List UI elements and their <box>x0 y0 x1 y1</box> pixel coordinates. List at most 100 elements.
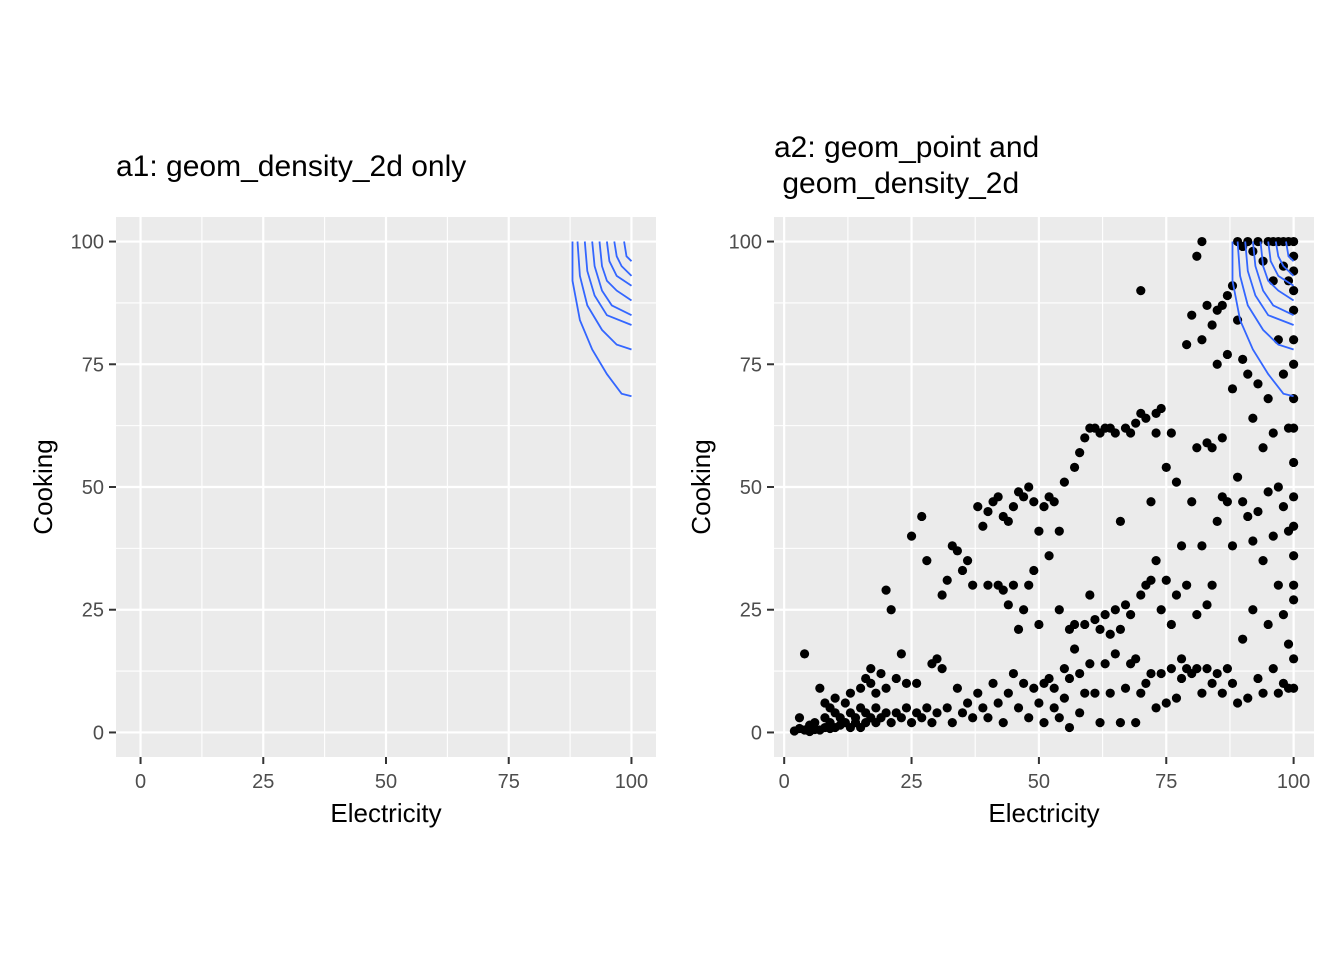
data-point <box>1258 556 1268 566</box>
density-contours <box>571 241 633 398</box>
data-point <box>968 580 978 590</box>
panel-a1: 0 25 50 75 100 0 25 50 75 100 Electricity Cooking a1… <box>28 150 656 828</box>
data-point <box>1090 614 1100 625</box>
data-point <box>1248 605 1258 615</box>
density-contour-line <box>1244 241 1294 326</box>
data-point <box>1268 276 1278 286</box>
data-point <box>845 688 856 698</box>
data-point <box>1268 428 1278 438</box>
data-point <box>978 521 988 531</box>
panel-a2: 0 25 50 75 100 0 25 50 75 100 Electricity Cooking a2… <box>686 131 1314 828</box>
data-point <box>1166 428 1176 438</box>
data-point <box>1176 654 1187 664</box>
data-point <box>901 678 912 688</box>
data-point <box>1258 443 1268 453</box>
data-point <box>1248 536 1258 546</box>
data-point <box>1085 590 1095 600</box>
data-point <box>906 718 917 728</box>
data-point <box>1131 718 1141 728</box>
data-point <box>1263 394 1273 404</box>
data-point <box>1283 639 1294 649</box>
data-point <box>1161 462 1171 472</box>
data-point <box>1187 497 1197 507</box>
data-point <box>850 713 861 723</box>
data-point <box>1253 379 1263 389</box>
x-tick-label: 0 <box>135 771 146 793</box>
data-point <box>1207 320 1217 330</box>
data-point <box>912 678 922 688</box>
data-point <box>1192 443 1202 453</box>
data-point <box>1136 688 1146 698</box>
density-contour-line <box>583 241 632 326</box>
data-point <box>1273 335 1283 345</box>
data-point <box>1151 428 1161 438</box>
data-point <box>917 713 927 723</box>
data-point <box>1289 423 1299 433</box>
x-tick-label: 75 <box>498 771 520 793</box>
data-point <box>1238 497 1248 507</box>
data-point <box>1029 565 1039 576</box>
data-point <box>932 654 942 664</box>
data-point <box>1008 580 1019 590</box>
data-point <box>1207 678 1217 688</box>
data-point <box>1217 300 1227 310</box>
data-point <box>1110 428 1120 438</box>
data-point <box>1289 492 1299 502</box>
data-point <box>1131 418 1141 428</box>
data-point <box>1141 413 1151 423</box>
data-point <box>810 718 820 728</box>
data-point <box>922 556 932 566</box>
data-point <box>1166 619 1176 630</box>
data-point <box>1115 718 1126 728</box>
data-point <box>1273 688 1283 698</box>
data-point <box>1049 683 1059 693</box>
data-point <box>1289 683 1299 693</box>
data-point <box>1136 590 1146 600</box>
data-point <box>1222 664 1232 674</box>
data-point <box>1273 580 1283 590</box>
x-axis-title: Electricity <box>988 798 1099 828</box>
data-point <box>1289 551 1299 561</box>
density-contour-line <box>1274 241 1295 277</box>
data-point <box>1156 403 1166 414</box>
data-point <box>1197 335 1207 345</box>
data-point <box>1034 619 1044 630</box>
data-point <box>1044 673 1054 684</box>
data-point <box>1126 610 1136 620</box>
data-point <box>927 718 937 728</box>
data-point <box>1054 605 1064 615</box>
chart-title-line: a2: geom_point and <box>774 131 1039 164</box>
data-point <box>952 683 962 693</box>
data-point <box>1069 462 1080 472</box>
data-point <box>1024 580 1034 590</box>
data-point <box>1243 236 1253 247</box>
density-contour-line <box>576 241 632 351</box>
data-point <box>1054 713 1064 723</box>
data-point <box>1289 305 1299 315</box>
data-point <box>1263 487 1273 497</box>
data-point <box>1146 575 1156 585</box>
data-point <box>1238 634 1248 644</box>
y-tick-label: 0 <box>751 722 762 744</box>
x-tick-label: 100 <box>1277 771 1310 793</box>
data-point <box>1207 443 1217 453</box>
data-point <box>815 683 825 693</box>
density-contour-line <box>1259 241 1295 302</box>
data-point <box>1263 619 1273 630</box>
data-point <box>1003 688 1013 698</box>
data-point <box>1156 668 1166 679</box>
data-point <box>1289 654 1299 664</box>
data-point <box>1182 580 1192 590</box>
data-point <box>1100 610 1110 620</box>
density-contour-line <box>1231 241 1294 398</box>
data-point <box>1024 482 1034 492</box>
data-point <box>932 708 942 718</box>
data-point <box>1105 688 1115 698</box>
y-tick-label: 75 <box>82 354 104 376</box>
data-point <box>866 664 876 674</box>
data-point <box>1212 359 1222 369</box>
data-point <box>1197 688 1207 698</box>
data-point <box>866 678 876 688</box>
data-point <box>1049 703 1059 713</box>
